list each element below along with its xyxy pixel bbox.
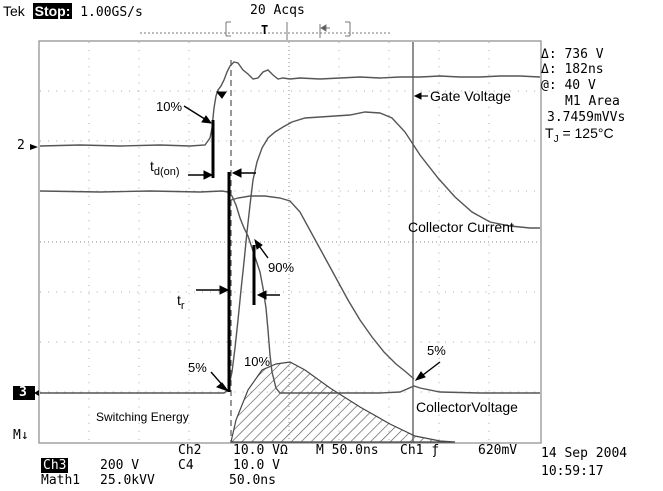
voltage-5pct-right-label: 5% [427,343,446,358]
ch3-ground-arrow [34,390,39,396]
math1-scale: 25.0kVV [100,473,155,488]
math1-label[interactable]: Math1 [41,473,81,488]
voltage-5pct-left-label: 5% [188,360,207,375]
math-down-arrow-icon: ↓ [20,428,29,443]
td-on-symbol: t [150,158,154,174]
gate-10pct-label: 10% [156,99,183,114]
sample-rate: 1.00GS/s [80,5,143,20]
gate-voltage-label: Gate Voltage [430,88,511,104]
math-area-label: M1 Area [565,94,620,109]
cursor-delta-time: Δ: 182ns [541,62,604,77]
turn-on-delay-label: td(on) [150,158,180,178]
gate-voltage-trace [39,61,541,147]
math1-timebase: 50.0ns [229,473,276,488]
record-length-bar [140,21,390,40]
cursor-at-voltage: @: 40 V [541,78,596,93]
trigger-position-marker[interactable]: T [261,23,269,37]
switching-energy-label: Switching Energy [96,410,189,424]
trigger-slope-icon: ƒ [431,443,440,458]
scope-header: Tek Stop: 1.00GS/s [3,3,143,20]
energy-10pct-label: 10% [244,354,271,369]
ch2-ground-arrow [30,144,38,150]
current-90pct-label: 90% [268,260,295,275]
tj-symbol: T [545,125,554,141]
ch2-label[interactable]: Ch2 [178,443,202,458]
trigger-source-label: Ch1 [400,443,424,458]
ch2-scale: 10.0 VΩ [233,443,288,458]
collector-voltage-trace [40,111,540,394]
cursor-delta-voltage: Δ: 736 V [541,47,604,62]
ch4-label[interactable]: C4 [178,458,194,473]
ch2-marker-label[interactable]: 2 [17,138,25,153]
acquisition-state-badge[interactable]: Stop: [32,3,73,19]
ch3-label-badge[interactable]: Ch3 [41,458,69,473]
junction-temperature: TJ = 125°C [545,125,614,145]
math-marker-label: M [13,428,21,443]
ch4-scale: 10.0 V [233,458,280,473]
switching-energy-area [230,361,456,443]
trigger-source: Ch1 ƒ [400,444,439,458]
acquisition-count: 20 Acqs [250,3,305,18]
graticule-center-axes [40,42,540,442]
math-area-value: 3.7459mVVs [547,110,626,125]
graticule-frame [38,40,542,444]
collector-voltage-tail [230,195,415,380]
tj-subscript: J [553,134,559,145]
ch3-scale: 200 V [100,458,140,473]
ch3-marker-label[interactable]: 3 [19,385,27,400]
capture-date: 14 Sep 2004 [541,446,628,461]
capture-time: 10:59:17 [541,464,604,479]
timebase-readout: M 50.0ns [316,443,379,458]
math-marker[interactable]: M↓ [13,429,29,443]
collector-voltage-label: CollectorVoltage [416,399,518,415]
trigger-level: 620mV [478,443,518,458]
timing-annotations [183,91,441,393]
td-on-subscript: d(on) [153,166,180,178]
brand-label: Tek [3,3,25,19]
tj-value: = 125°C [558,125,614,141]
rise-time-label: tr [177,292,185,312]
tr-subscript: r [180,300,185,312]
collector-current-label: Collector Current [408,219,514,235]
ch3-marker-box [13,386,35,400]
tr-symbol: t [177,292,181,308]
ch3-label: Ch3 [41,458,69,473]
